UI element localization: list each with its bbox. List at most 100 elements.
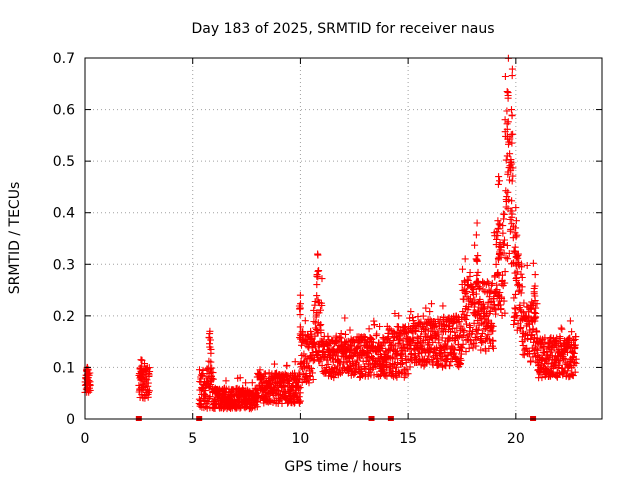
data-point	[477, 333, 485, 340]
data-point	[557, 324, 565, 332]
data-point	[517, 324, 525, 331]
data-point	[496, 289, 504, 296]
data-point	[523, 262, 531, 269]
data-point	[494, 180, 502, 188]
data-point	[469, 344, 477, 352]
data-point	[301, 317, 309, 325]
data-point	[529, 325, 537, 333]
data-point	[248, 379, 256, 387]
data-point	[530, 288, 538, 296]
y-tick-label: 0.4	[53, 206, 75, 222]
data-point	[531, 292, 539, 300]
data-point	[531, 271, 539, 279]
data-point	[512, 290, 519, 298]
data-point	[492, 260, 500, 268]
data-point	[404, 370, 412, 378]
data-point	[137, 374, 145, 381]
data-point	[495, 220, 503, 228]
data-point	[509, 130, 517, 138]
data-point	[571, 368, 579, 376]
data-point	[571, 358, 578, 366]
y-tick-label: 0.1	[53, 360, 75, 376]
data-point	[366, 334, 374, 342]
data-point	[432, 323, 440, 331]
data-point	[308, 365, 315, 373]
data-point	[409, 314, 417, 322]
data-point	[512, 217, 520, 225]
data-point	[507, 207, 515, 215]
data-point	[478, 339, 485, 347]
data-point	[463, 281, 471, 288]
data-point	[315, 298, 323, 306]
data-point	[206, 365, 214, 373]
data-point	[313, 292, 321, 300]
data-point	[206, 343, 214, 351]
data-point	[481, 304, 488, 312]
data-point	[476, 295, 484, 303]
data-point	[429, 338, 437, 346]
data-point	[501, 268, 509, 276]
data-point	[438, 334, 446, 342]
data-point	[195, 395, 203, 403]
x-tick-label: 10	[292, 431, 310, 447]
x-tick-label: 20	[507, 431, 525, 447]
data-point	[450, 349, 458, 357]
data-point	[263, 391, 271, 399]
data-point	[494, 224, 502, 232]
data-point	[202, 403, 210, 411]
data-point	[493, 292, 501, 300]
data-point	[571, 341, 579, 349]
data-point	[324, 332, 332, 340]
data-point	[494, 217, 502, 225]
data-point	[138, 356, 146, 364]
data-point	[368, 335, 376, 343]
data-point	[391, 355, 399, 363]
data-point	[325, 347, 333, 355]
data-point	[504, 255, 512, 263]
data-point	[394, 340, 402, 348]
data-point	[508, 160, 516, 168]
data-point	[207, 381, 215, 388]
data-point	[197, 371, 205, 379]
data-point	[466, 324, 474, 331]
data-point	[500, 215, 508, 223]
data-point	[314, 351, 322, 359]
data-point	[83, 366, 91, 374]
data-point	[510, 321, 518, 328]
data-point	[395, 312, 403, 320]
data-point	[513, 312, 521, 320]
data-point	[208, 364, 216, 372]
data-point	[435, 360, 443, 368]
data-point	[529, 259, 537, 267]
data-point	[258, 374, 266, 382]
data-point	[396, 331, 404, 339]
data-point	[460, 327, 468, 334]
data-point	[360, 333, 368, 341]
data-point	[247, 405, 255, 413]
data-point	[458, 325, 466, 333]
data-point	[393, 363, 400, 371]
data-point	[146, 368, 154, 375]
data-point	[199, 366, 207, 374]
data-point	[512, 224, 520, 232]
data-point	[516, 301, 524, 309]
y-tick-label: 0	[66, 412, 75, 428]
data-point	[256, 366, 264, 374]
data-point	[457, 360, 464, 368]
data-point	[423, 320, 431, 328]
data-point	[506, 150, 514, 158]
data-point	[520, 299, 528, 307]
data-point	[531, 282, 539, 290]
data-point	[426, 308, 434, 316]
data-point	[384, 333, 392, 341]
data-point	[318, 362, 326, 370]
data-point	[325, 336, 333, 344]
data-point	[242, 379, 250, 387]
data-point	[486, 298, 494, 306]
data-point	[205, 357, 213, 365]
data-point	[471, 241, 479, 249]
data-point	[474, 283, 482, 290]
data-point	[488, 319, 496, 327]
data-point	[314, 250, 322, 258]
data-point	[521, 336, 529, 344]
